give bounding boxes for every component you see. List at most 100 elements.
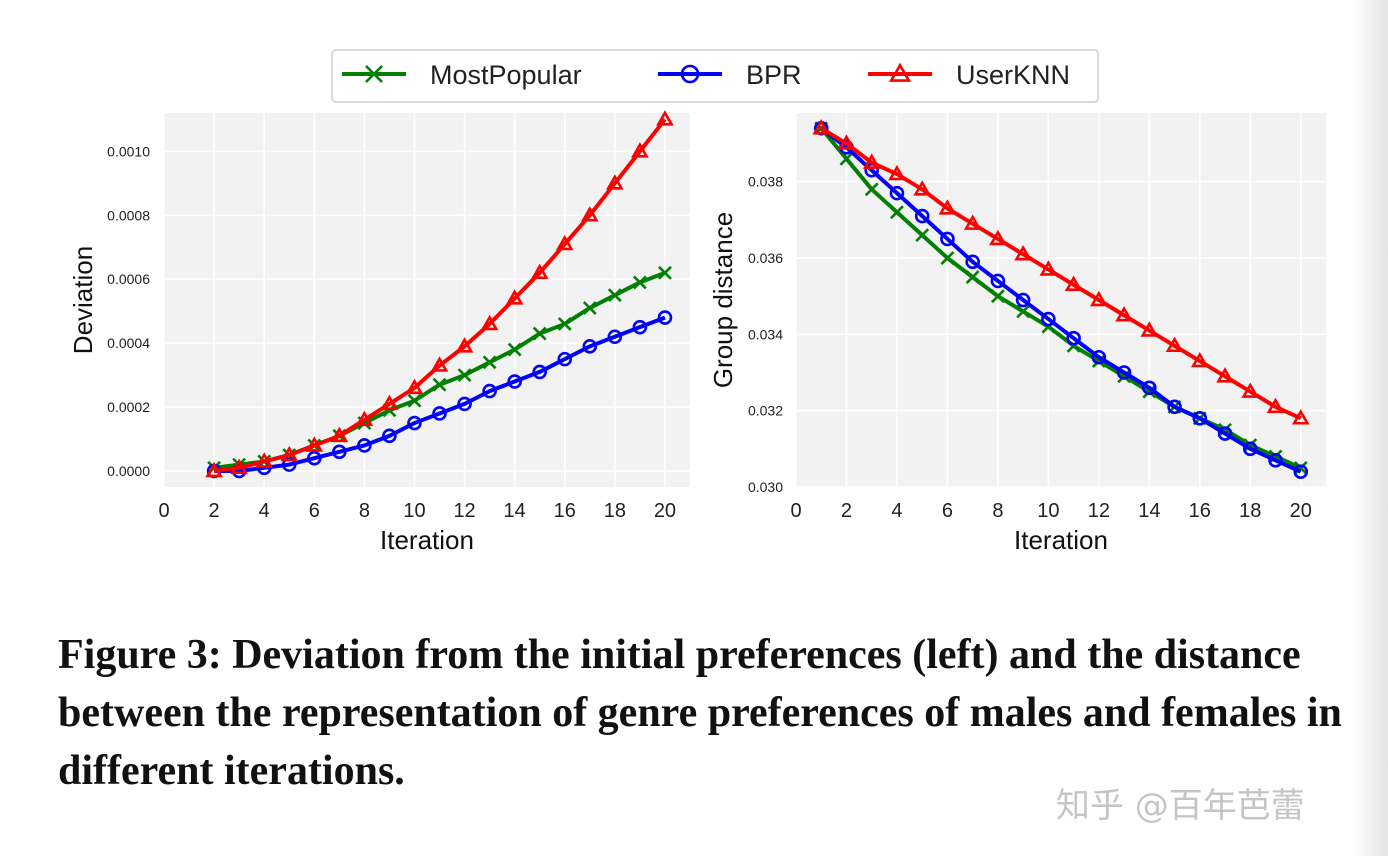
data-point-mostpopular bbox=[507, 342, 522, 357]
data-point-userknn bbox=[1291, 409, 1310, 425]
x-tick-label: 4 bbox=[891, 500, 902, 522]
x-tick-label: 16 bbox=[1189, 500, 1211, 522]
figure: MostPopular BPR UserKNN 0 2 4 6 8 10 12 14 16 18 200… bbox=[68, 49, 1326, 555]
right-y-axis-label: Group distance bbox=[708, 212, 738, 388]
figure-caption: Figure 3: Deviation from the initial pre… bbox=[58, 632, 1342, 794]
data-point-userknn bbox=[963, 214, 982, 230]
data-point-mostpopular bbox=[965, 270, 980, 285]
data-point-bpr bbox=[582, 339, 598, 354]
x-tick-label: 12 bbox=[1088, 500, 1110, 522]
y-tick-label: 0.0006 bbox=[107, 271, 150, 287]
legend: MostPopular BPR UserKNN bbox=[331, 49, 1099, 103]
data-point-mostpopular bbox=[607, 288, 622, 303]
data-point-bpr bbox=[532, 364, 548, 380]
data-point-userknn bbox=[1064, 275, 1083, 291]
left-chart: 0 2 4 6 8 10 12 14 16 18 20 0.0000 0.0002 0.0004 0.000… bbox=[68, 110, 690, 555]
y-tick-label: 0.034 bbox=[748, 326, 783, 342]
data-point-bpr bbox=[557, 351, 573, 367]
y-tick-label: 0.036 bbox=[748, 250, 783, 266]
data-point-userknn bbox=[606, 174, 624, 190]
data-point-mostpopular bbox=[1091, 354, 1106, 368]
left-y-axis-label: Deviation bbox=[68, 246, 98, 354]
y-tick-label: 0.0000 bbox=[107, 463, 150, 479]
data-point-mostpopular bbox=[890, 205, 904, 220]
data-point-bpr bbox=[1066, 330, 1081, 346]
legend-label: MostPopular bbox=[430, 60, 582, 90]
data-point-userknn bbox=[812, 119, 831, 135]
data-point-mostpopular bbox=[457, 368, 472, 383]
y-tick-label: 0.0008 bbox=[107, 207, 150, 223]
x-tick-label: 0 bbox=[158, 500, 169, 522]
x-tick-label: 8 bbox=[992, 500, 1003, 522]
series-userknn bbox=[812, 119, 1310, 425]
data-point-userknn bbox=[1266, 397, 1285, 414]
data-point-bpr bbox=[914, 208, 930, 224]
data-point-bpr bbox=[632, 319, 648, 335]
data-point-mostpopular bbox=[482, 355, 497, 370]
data-point-userknn bbox=[1014, 244, 1032, 261]
y-tick-label: 0.0004 bbox=[107, 335, 150, 351]
data-point-userknn bbox=[1190, 351, 1209, 368]
data-point-bpr bbox=[1142, 380, 1157, 396]
watermark: 知乎 @百年芭蕾 bbox=[1056, 786, 1305, 826]
data-point-userknn bbox=[505, 289, 524, 305]
data-point-userknn bbox=[631, 142, 649, 158]
data-point-bpr bbox=[1242, 441, 1258, 457]
x-tick-label: 2 bbox=[841, 500, 852, 522]
x-tick-label: 14 bbox=[1138, 500, 1160, 522]
data-point-mostpopular bbox=[915, 228, 930, 243]
right-chart: 0 2 4 6 8 10 12 14 16 18 20 0.030 0.032 0.034 0.036 0.0… bbox=[708, 113, 1326, 555]
y-tick-label: 0.038 bbox=[748, 174, 783, 190]
data-point-bpr bbox=[382, 428, 397, 444]
x-tick-label: 20 bbox=[654, 500, 676, 522]
data-point-userknn bbox=[530, 263, 549, 280]
legend-label: UserKNN bbox=[956, 60, 1070, 90]
x-tick-label: 8 bbox=[359, 500, 370, 522]
x-tick-label: 18 bbox=[604, 500, 626, 522]
data-point-userknn bbox=[380, 394, 399, 411]
data-point-bpr bbox=[482, 383, 497, 399]
data-point-userknn bbox=[430, 356, 449, 372]
page-edge-shadow bbox=[1354, 0, 1388, 856]
data-point-userknn bbox=[355, 410, 374, 427]
data-point-userknn bbox=[555, 234, 574, 251]
x-tick-label: 18 bbox=[1239, 500, 1261, 522]
y-tick-label: 0.0002 bbox=[107, 399, 150, 415]
legend-item-bpr: BPR bbox=[658, 60, 802, 90]
y-tick-label: 0.0010 bbox=[107, 143, 150, 159]
data-point-userknn bbox=[656, 110, 674, 126]
data-point-userknn bbox=[1115, 306, 1133, 322]
y-tick-label: 0.030 bbox=[748, 479, 783, 495]
data-point-userknn bbox=[989, 229, 1007, 246]
data-point-bpr bbox=[357, 438, 372, 453]
data-point-bpr bbox=[1167, 399, 1182, 415]
data-point-bpr bbox=[457, 396, 472, 412]
data-point-userknn bbox=[913, 180, 932, 196]
data-point-bpr bbox=[889, 185, 905, 201]
series-line-bpr bbox=[214, 315, 666, 474]
data-point-mostpopular bbox=[432, 377, 447, 392]
data-point-bpr bbox=[1268, 452, 1283, 468]
data-point-bpr bbox=[990, 273, 1006, 289]
x-tick-label: 16 bbox=[554, 500, 576, 522]
data-point-userknn bbox=[938, 199, 957, 215]
data-point-userknn bbox=[480, 314, 499, 331]
data-point-userknn bbox=[1216, 367, 1234, 383]
x-tick-label: 6 bbox=[309, 500, 320, 522]
left-x-axis-label: Iteration bbox=[380, 525, 474, 555]
data-point-userknn bbox=[888, 164, 906, 181]
data-point-bpr bbox=[965, 254, 980, 270]
data-point-bpr bbox=[1015, 292, 1031, 308]
data-point-userknn bbox=[280, 445, 299, 462]
legend-item-userknn: UserKNN bbox=[868, 60, 1070, 90]
series-line-userknn bbox=[213, 118, 667, 474]
data-point-bpr bbox=[306, 450, 322, 466]
series-bpr bbox=[206, 310, 673, 479]
data-point-userknn bbox=[455, 337, 474, 353]
right-plot-area bbox=[796, 113, 1326, 487]
legend-marker bbox=[680, 64, 700, 84]
data-point-bpr bbox=[1116, 365, 1132, 380]
x-tick-label: 4 bbox=[259, 500, 270, 522]
data-point-userknn bbox=[230, 458, 248, 475]
data-point-mostpopular bbox=[990, 289, 1005, 304]
